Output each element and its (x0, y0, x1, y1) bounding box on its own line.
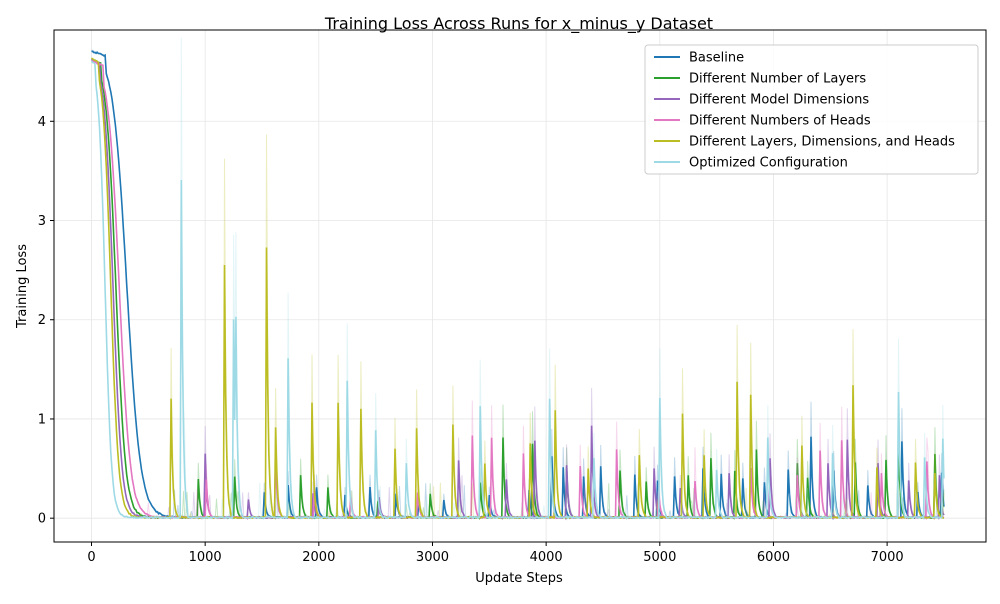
plot-frame (53, 29, 987, 543)
x-tick-label: 7000 (871, 550, 904, 565)
x-axis-title: Update Steps (475, 571, 563, 586)
legend-label: Different Model Dimensions (689, 93, 869, 108)
legend-label: Optimized Configuration (689, 156, 848, 171)
x-tick-label: 3000 (416, 550, 449, 565)
legend: Baseline Different Number of Layers Differ… (644, 44, 979, 175)
y-tick-label: 4 (38, 115, 46, 130)
legend-box (644, 44, 979, 175)
x-tick-label: 1000 (189, 550, 222, 565)
series-line (90, 60, 945, 521)
chart-title: Training Loss Across Runs for x_minus_y … (324, 14, 713, 34)
y-tick-label: 0 (38, 512, 46, 527)
legend-label: Different Layers, Dimensions, and Heads (689, 135, 955, 150)
x-tick-label: 6000 (757, 550, 790, 565)
y-axis-title: Training Loss (15, 244, 30, 329)
series-lines (90, 37, 945, 521)
y-tick-label: 2 (38, 313, 46, 328)
x-tick-label: 0 (87, 550, 95, 565)
legend-label: Different Number of Layers (689, 72, 866, 87)
legend-label: Baseline (689, 51, 744, 66)
x-tick-label: 5000 (643, 550, 676, 565)
legend-label: Different Numbers of Heads (689, 114, 871, 129)
axis-ticks: 0 1000 2000 3000 4000 5000 6000 7000 0 1 2 3 4 (38, 115, 904, 565)
y-tick-label: 1 (38, 412, 46, 427)
y-tick-label: 3 (38, 214, 46, 229)
x-tick-label: 2000 (302, 550, 335, 565)
x-tick-label: 4000 (530, 550, 563, 565)
